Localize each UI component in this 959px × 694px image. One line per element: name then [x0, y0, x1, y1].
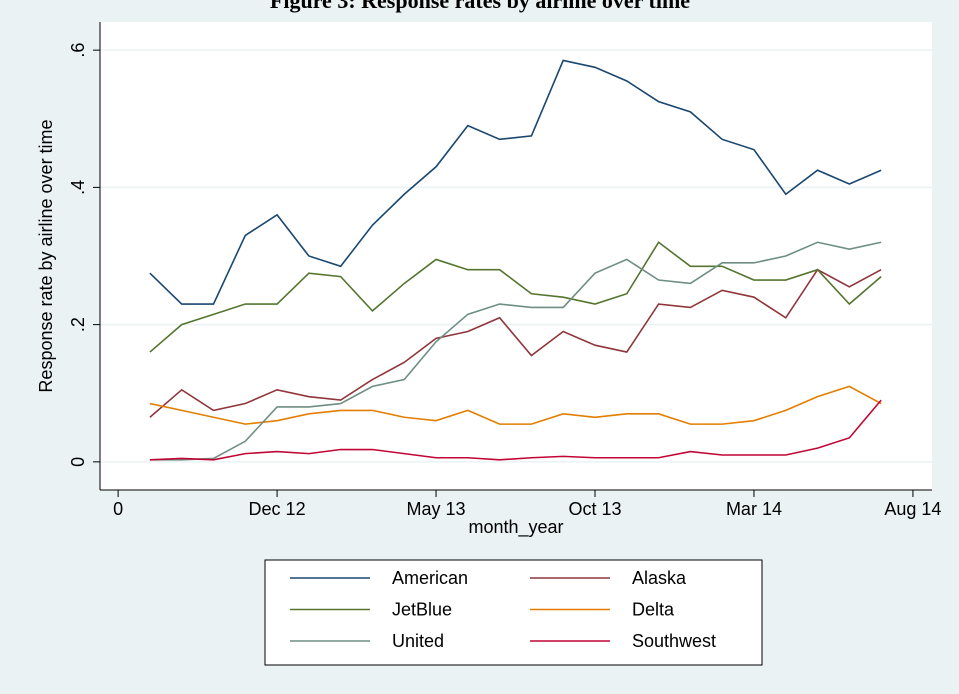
legend-label: Alaska	[632, 568, 687, 588]
legend-label: Delta	[632, 600, 675, 620]
legend-label: JetBlue	[392, 600, 452, 620]
y-tick-label: .6	[68, 43, 88, 58]
chart-title: Figure 3: Response rates by airline over…	[270, 0, 690, 13]
y-tick-label: .2	[68, 317, 88, 332]
legend-label: Southwest	[632, 631, 716, 651]
x-tick-label: Oct 13	[568, 499, 621, 519]
series-line	[149, 268, 882, 418]
x-tick-label: Mar 14	[726, 499, 782, 519]
x-axis-label: month_year	[468, 517, 563, 538]
x-tick-label: Aug 14	[884, 499, 941, 519]
legend-label: American	[392, 568, 468, 588]
legend-label: United	[392, 631, 444, 651]
plot-area	[100, 22, 932, 490]
series-line	[149, 241, 882, 353]
series-line	[149, 399, 882, 461]
x-tick-label: Dec 12	[249, 499, 306, 519]
series-line	[149, 241, 882, 461]
series-line	[149, 385, 882, 425]
x-tick-label: May 13	[407, 499, 466, 519]
y-tick-label: .4	[68, 180, 88, 195]
x-tick-label: 0	[113, 499, 123, 519]
series-line	[149, 59, 882, 305]
y-axis-label: Response rate by airline over time	[36, 119, 56, 392]
y-tick-label: 0	[68, 457, 88, 467]
